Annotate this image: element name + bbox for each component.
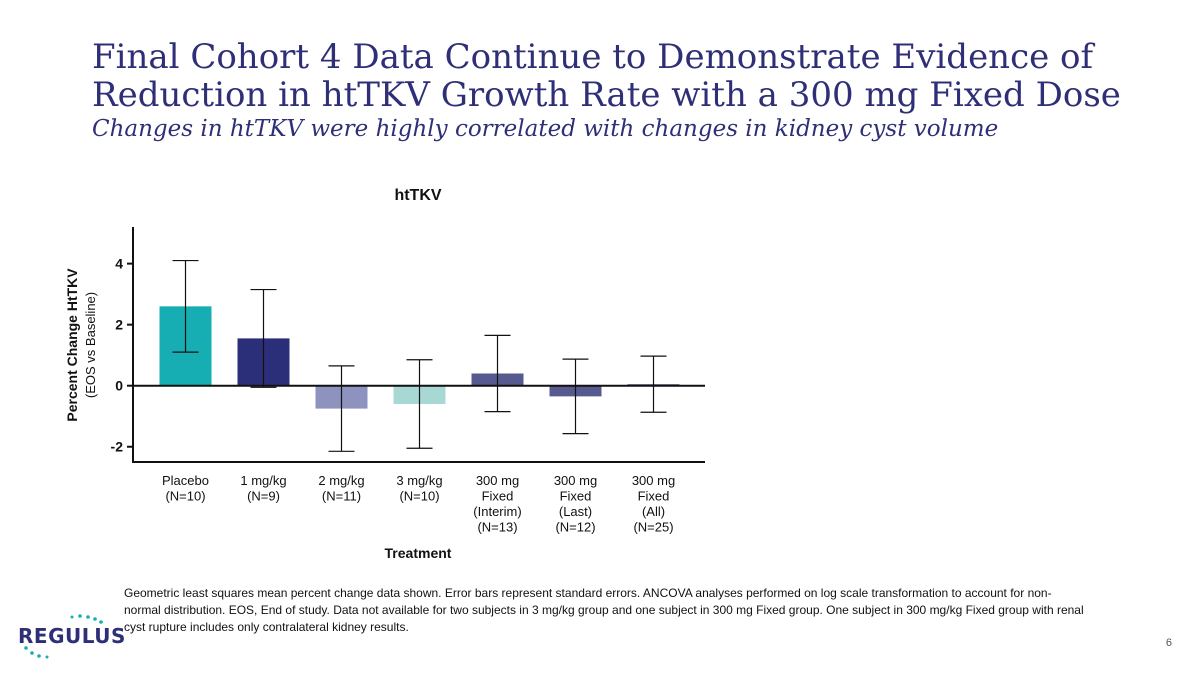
page-number: 6 xyxy=(1165,637,1172,649)
x-tick-label-5-line-4: (N=13) xyxy=(477,520,517,535)
x-tick-label-1-line-1: Placebo xyxy=(162,473,209,488)
x-axis-label: Treatment xyxy=(385,545,452,561)
slide-title: Final Cohort 4 Data Continue to Demonstr… xyxy=(92,38,1142,114)
y-axis-label: Percent Change HtTKV xyxy=(64,268,80,422)
y-tick-label-0: 0 xyxy=(115,378,123,394)
chart-title: htTKV xyxy=(394,187,441,204)
regulus-logo: REGULUS xyxy=(18,612,125,662)
x-tick-label-7-line-1: 300 mg xyxy=(632,473,675,488)
y-axis-sublabel: (EOS vs Baseline) xyxy=(83,292,98,398)
logo-text: REGULUS xyxy=(18,624,126,648)
y-tick-label--2: -2 xyxy=(111,439,124,455)
slide-title-line-1: Final Cohort 4 Data Continue to Demonstr… xyxy=(92,37,1094,77)
x-tick-label-7-line-3: (All) xyxy=(642,504,665,519)
x-tick-label-6-line-4: (N=12) xyxy=(555,520,595,535)
x-tick-label-4-line-1: 3 mg/kg xyxy=(396,473,442,488)
x-tick-label-2-line-1: 1 mg/kg xyxy=(240,473,286,488)
footnote: Geometric least squares mean percent cha… xyxy=(124,586,1084,634)
y-tick-label-4: 4 xyxy=(115,256,123,272)
x-tick-label-3-line-2: (N=11) xyxy=(322,489,361,504)
x-tick-label-5-line-3: (Interim) xyxy=(473,504,521,519)
httkv-bar-chart: htTKV -2 0 2 4 Percent Change HtTKV (EOS vs Ba… xyxy=(64,187,705,561)
logo-dots-icon xyxy=(24,614,103,659)
x-tick-label-7-line-2: Fixed xyxy=(638,489,670,504)
x-tick-label-2-line-2: (N=9) xyxy=(247,489,280,504)
x-tick-label-6-line-1: 300 mg xyxy=(554,473,597,488)
x-tick-label-7-line-4: (N=25) xyxy=(633,520,673,535)
x-tick-label-5-line-2: Fixed xyxy=(482,489,514,504)
x-tick-label-6-line-3: (Last) xyxy=(559,504,592,519)
slide-subtitle: Changes in htTKV were highly correlated … xyxy=(92,116,999,142)
x-tick-label-3-line-1: 2 mg/kg xyxy=(318,473,364,488)
y-tick-label-2: 2 xyxy=(115,317,123,333)
x-tick-label-1-line-2: (N=10) xyxy=(165,489,205,504)
x-tick-label-5-line-1: 300 mg xyxy=(476,473,519,488)
x-tick-label-4-line-2: (N=10) xyxy=(399,489,439,504)
slide-title-line-2: Reduction in htTKV Growth Rate with a 30… xyxy=(92,75,1121,115)
x-tick-label-6-line-2: Fixed xyxy=(560,489,592,504)
